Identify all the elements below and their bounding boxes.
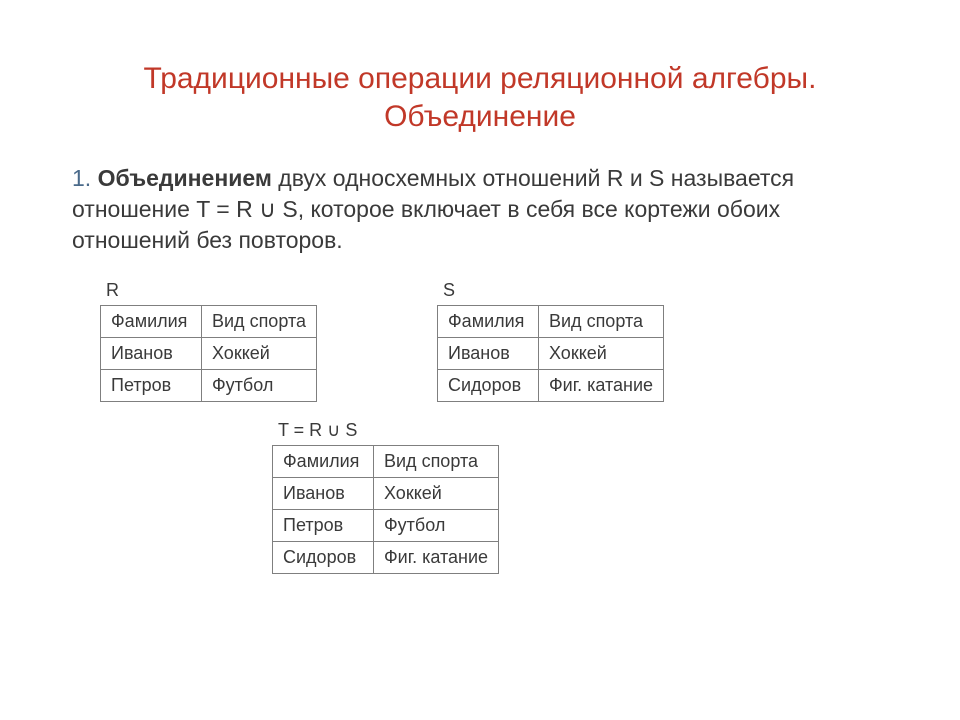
table-row: Иванов Хоккей [101,338,317,370]
cell: Петров [101,370,202,402]
cell: Иванов [438,338,539,370]
page-title: Традиционные операции реляционной алгебр… [72,60,888,135]
cell: Хоккей [539,338,664,370]
cell: Фиг. катание [374,542,499,574]
table-row: Фамилия Вид спорта [438,306,664,338]
table-s: Фамилия Вид спорта Иванов Хоккей Сидоров… [437,305,664,402]
col-header: Вид спорта [374,446,499,478]
cell: Футбол [374,510,499,542]
cell: Хоккей [202,338,317,370]
cell: Иванов [101,338,202,370]
table-s-label: S [437,280,664,305]
cell: Фиг. катание [539,370,664,402]
col-header: Фамилия [101,306,202,338]
col-header: Вид спорта [539,306,664,338]
table-row: Сидоров Фиг. катание [438,370,664,402]
table-t: Фамилия Вид спорта Иванов Хоккей Петров … [272,445,499,574]
table-s-block: S Фамилия Вид спорта Иванов Хоккей Сидор… [437,280,664,402]
table-r-label: R [100,280,317,305]
table-r: Фамилия Вид спорта Иванов Хоккей Петров … [100,305,317,402]
table-row: Петров Футбол [273,510,499,542]
slide: Традиционные операции реляционной алгебр… [0,0,960,594]
cell: Сидоров [273,542,374,574]
table-t-block: T = R ∪ S Фамилия Вид спорта Иванов Хокк… [272,420,888,574]
definition-text: 1. Объединением двух односхемных отношен… [72,163,888,256]
table-t-label: T = R ∪ S [272,420,888,445]
cell: Сидоров [438,370,539,402]
table-row: Фамилия Вид спорта [273,446,499,478]
term: Объединением [98,165,272,191]
col-header: Фамилия [438,306,539,338]
table-row: Фамилия Вид спорта [101,306,317,338]
cell: Иванов [273,478,374,510]
cell: Хоккей [374,478,499,510]
table-row: Сидоров Фиг. катание [273,542,499,574]
cell: Футбол [202,370,317,402]
col-header: Вид спорта [202,306,317,338]
table-row: Иванов Хоккей [273,478,499,510]
tables-row: R Фамилия Вид спорта Иванов Хоккей Петро… [100,280,888,402]
table-r-block: R Фамилия Вид спорта Иванов Хоккей Петро… [100,280,317,402]
cell: Петров [273,510,374,542]
table-row: Иванов Хоккей [438,338,664,370]
list-number: 1. [72,165,91,191]
col-header: Фамилия [273,446,374,478]
table-row: Петров Футбол [101,370,317,402]
